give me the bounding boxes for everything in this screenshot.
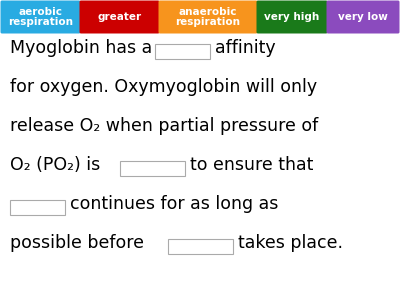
FancyBboxPatch shape [155, 44, 210, 59]
FancyBboxPatch shape [10, 200, 65, 215]
Text: to ensure that: to ensure that [190, 156, 313, 174]
FancyBboxPatch shape [168, 239, 233, 254]
Text: Myoglobin has a: Myoglobin has a [10, 39, 152, 57]
FancyBboxPatch shape [158, 1, 258, 34]
Text: possible before: possible before [10, 234, 144, 252]
FancyBboxPatch shape [0, 1, 80, 34]
FancyBboxPatch shape [80, 1, 160, 34]
Text: continues for as long as: continues for as long as [70, 195, 278, 213]
Text: greater: greater [98, 12, 142, 22]
Text: O₂ (PO₂) is: O₂ (PO₂) is [10, 156, 100, 174]
Text: very high: very high [264, 12, 320, 22]
Text: takes place.: takes place. [238, 234, 343, 252]
Text: release O₂ when partial pressure of: release O₂ when partial pressure of [10, 117, 318, 135]
Text: for oxygen. Oxymyoglobin will only: for oxygen. Oxymyoglobin will only [10, 78, 317, 96]
Text: anaerobic
respiration: anaerobic respiration [176, 7, 240, 27]
Text: very low: very low [338, 12, 388, 22]
Text: affinity: affinity [215, 39, 276, 57]
FancyBboxPatch shape [120, 161, 185, 176]
Text: aerobic
respiration: aerobic respiration [8, 7, 73, 27]
FancyBboxPatch shape [256, 1, 328, 34]
FancyBboxPatch shape [326, 1, 400, 34]
